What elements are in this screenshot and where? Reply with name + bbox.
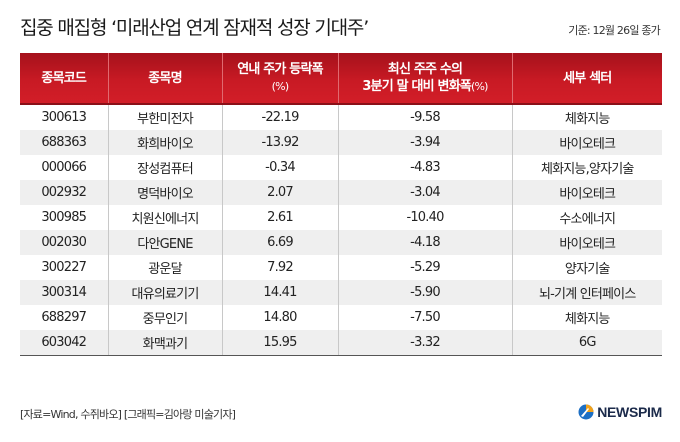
cell-ytd-change: 14.41 [222, 280, 339, 305]
table-row: 300613 부한미전자 -22.19 -9.58 체화지능 [20, 104, 662, 130]
stock-table: 종목코드 종목명 연내 주가 등락폭 (%) 최신 주주 수의 3분기 말 대비… [20, 53, 662, 356]
table-row: 300985 치원신에너지 2.61 -10.40 수소에너지 [20, 205, 662, 230]
table-row: 002030 다안GENE 6.69 -4.18 바이오테크 [20, 230, 662, 255]
table-row: 002932 명덕바이오 2.07 -3.04 바이오테크 [20, 180, 662, 205]
basis-date: 기준: 12월 26일 종가 [568, 24, 661, 37]
cell-stock-name: 화맥과기 [108, 330, 223, 356]
cell-sector: 체화지능 [564, 312, 610, 327]
table-row: 300227 광운달 7.92 -5.29 양자기술 [20, 255, 662, 280]
logo-text: NEWSPIM [597, 404, 662, 420]
column-header-ytd-change: 연내 주가 등락폭 (%) [222, 53, 339, 105]
cell-ytd-change: 7.92 [222, 255, 339, 280]
table-row: 688363 화희바이오 -13.92 -3.94 바이오테크 [20, 130, 662, 155]
cell-holder-change: -7.50 [338, 305, 513, 330]
cell-ytd-change: 15.95 [222, 330, 339, 356]
column-header-code: 종목코드 [20, 53, 109, 105]
table-row: 603042 화맥과기 15.95 -3.32 6G [20, 330, 662, 356]
cell-sector: 뇌-기계 인터페이스 [512, 280, 662, 305]
cell-stock-code: 688297 [20, 305, 109, 330]
cell-stock-name: 장성컴퓨터 [108, 155, 223, 180]
cell-stock-code: 603042 [20, 330, 109, 356]
cell-stock-name: 다안GENE [108, 230, 223, 255]
cell-ytd-change: 2.61 [222, 205, 339, 230]
cell-holder-change: -3.32 [338, 330, 513, 356]
cell-holder-change: -3.04 [338, 180, 513, 205]
table-row: 300314 대유의료기기 14.41 -5.90 뇌-기계 인터페이스 [20, 280, 662, 305]
cell-ytd-change: 14.80 [222, 305, 339, 330]
column-header-holder-change: 최신 주주 수의 3분기 말 대비 변화폭(%) [338, 53, 513, 105]
cell-stock-name: 명덕바이오 [108, 180, 223, 205]
table-header-row: 종목코드 종목명 연내 주가 등락폭 (%) 최신 주주 수의 3분기 말 대비… [20, 53, 662, 105]
newspim-logo: NEWSPIM [578, 404, 662, 420]
cell-holder-change: -4.83 [338, 155, 513, 180]
cell-holder-change: -5.29 [338, 255, 513, 280]
cell-stock-name: 치원신에너지 [108, 205, 223, 230]
cell-stock-code: 002932 [20, 180, 109, 205]
table-row: 688297 중무인기 14.80 -7.50 체화지능 [20, 305, 662, 330]
cell-sector: 체화지능 [564, 112, 610, 127]
cell-ytd-change: -22.19 [222, 104, 339, 130]
cell-stock-name: 부한미전자 [108, 104, 223, 130]
cell-stock-name: 대유의료기기 [108, 280, 223, 305]
cell-sector: 바이오테크 [512, 130, 662, 155]
cell-stock-code: 002030 [20, 230, 109, 255]
cell-sector: 체화지능,양자기술 [540, 162, 634, 177]
cell-sector: 바이오테크 [512, 230, 662, 255]
cell-stock-name: 화희바이오 [108, 130, 223, 155]
cell-ytd-change: -13.92 [222, 130, 339, 155]
cell-ytd-change: 2.07 [222, 180, 339, 205]
cell-sector: 6G [512, 330, 662, 356]
table-row: 000066 장성컴퓨터 -0.34 -4.83 체화지능,양자기술 [20, 155, 662, 180]
cell-stock-code: 000066 [20, 155, 109, 180]
newspim-logo-icon [578, 404, 594, 420]
cell-holder-change: -10.40 [338, 205, 513, 230]
cell-holder-change: -3.94 [338, 130, 513, 155]
cell-holder-change: -4.18 [338, 230, 513, 255]
cell-stock-name: 광운달 [108, 255, 223, 280]
cell-stock-code: 688363 [20, 130, 109, 155]
cell-stock-code: 300613 [20, 104, 109, 130]
cell-stock-code: 300227 [20, 255, 109, 280]
cell-ytd-change: 6.69 [222, 230, 339, 255]
cell-holder-change: -5.90 [338, 280, 513, 305]
column-header-sector: 세부 섹터 [512, 53, 662, 105]
page-title: 집중 매집형 ‘미래산업 연계 잠재적 성장 기대주’ [20, 17, 369, 39]
column-header-name: 종목명 [108, 53, 223, 105]
cell-stock-code: 300985 [20, 205, 109, 230]
cell-ytd-change: -0.34 [222, 155, 339, 180]
cell-sector: 양자기술 [564, 262, 610, 277]
cell-sector: 바이오테크 [512, 180, 662, 205]
cell-sector: 수소에너지 [559, 212, 616, 227]
cell-stock-name: 중무인기 [108, 305, 223, 330]
cell-holder-change: -9.58 [338, 104, 513, 130]
source-credit: [자료=Wind, 수쥐바오] [그래픽=김아랑 미술기자] [20, 408, 236, 421]
cell-stock-code: 300314 [20, 280, 109, 305]
